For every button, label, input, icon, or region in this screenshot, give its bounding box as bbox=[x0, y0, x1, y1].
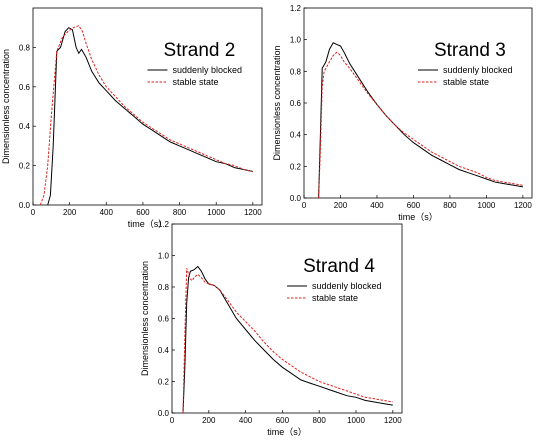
strand-4-legend-label-0: suddenly blocked bbox=[312, 281, 382, 291]
strand-3-y-tick-label: 0.0 bbox=[290, 194, 302, 203]
strand-2-x-tick-label: 0 bbox=[31, 208, 36, 217]
strand-2-x-tick-label: 600 bbox=[136, 208, 150, 217]
strand-3-x-tick-label: 1200 bbox=[514, 201, 532, 210]
strand-3-y-tick-label: 1.0 bbox=[290, 36, 302, 45]
strand-4-x-tick-label: 600 bbox=[276, 416, 290, 425]
strand-2-y-axis-label: Dimensionless concentration bbox=[1, 49, 11, 164]
strand-2-x-tick-label: 800 bbox=[173, 208, 187, 217]
strand-3-y-tick-label: 1.2 bbox=[290, 4, 302, 13]
strand-3-x-axis-label: time（s） bbox=[398, 212, 438, 222]
strand-4-y-tick-label: 0.4 bbox=[158, 346, 170, 355]
strand-3-x-tick-label: 400 bbox=[370, 201, 384, 210]
strand-3-chart-title: Strand 3 bbox=[434, 40, 506, 61]
strand-3-x-tick-label: 800 bbox=[443, 201, 457, 210]
strand-2-legend-label-1: stable state bbox=[173, 77, 219, 87]
strand-3-y-tick-label: 0.6 bbox=[290, 99, 302, 108]
strand-3-y-tick-label: 0.4 bbox=[290, 131, 302, 140]
strand-4-x-tick-label: 400 bbox=[239, 416, 253, 425]
strand-3-x-tick-label: 600 bbox=[407, 201, 421, 210]
strand-4-x-tick-label: 1000 bbox=[347, 416, 365, 425]
strand-4-y-tick-label: 0.0 bbox=[158, 409, 170, 418]
strand-2-x-tick-label: 400 bbox=[100, 208, 114, 217]
strand-2-y-tick-label: 0.8 bbox=[19, 43, 31, 52]
strand-4-x-tick-label: 200 bbox=[202, 416, 216, 425]
strand-2-y-tick-label: 0.4 bbox=[19, 122, 31, 131]
strand-3-x-tick-label: 1000 bbox=[478, 201, 496, 210]
strand-4-x-axis-label: time（s） bbox=[267, 427, 307, 437]
strand-2-plot-frame bbox=[32, 7, 263, 206]
strand-3-y-tick-label: 0.8 bbox=[290, 67, 302, 76]
strand-4-x-tick-label: 1200 bbox=[384, 416, 402, 425]
strand-4-series-line-0 bbox=[182, 265, 393, 414]
strand-4-y-tick-label: 0.6 bbox=[158, 315, 170, 324]
strand-2-series-line-1 bbox=[39, 25, 253, 206]
strand-2-chart-title: Strand 2 bbox=[164, 40, 236, 61]
strand-4-x-tick-label: 800 bbox=[313, 416, 327, 425]
strand-2-x-tick-label: 200 bbox=[63, 208, 77, 217]
strand-4-plot-frame bbox=[171, 223, 403, 414]
strand-4-y-tick-label: 1.0 bbox=[158, 252, 170, 261]
strand-3-legend-label-0: suddenly blocked bbox=[443, 65, 513, 75]
strand-4-y-tick-label: 1.2 bbox=[158, 220, 170, 229]
strand-4-y-axis-label: Dimensionless concentration bbox=[140, 261, 150, 376]
strand-4-y-tick-label: 0.8 bbox=[158, 283, 170, 292]
strand-3-legend-label-1: stable state bbox=[443, 77, 489, 87]
strand-3-series-line-1 bbox=[318, 51, 523, 199]
strand-2-y-tick-label: 0.6 bbox=[19, 83, 31, 92]
strand-4-x-tick-label: 0 bbox=[170, 416, 175, 425]
strand-2-legend-label-0: suddenly blocked bbox=[173, 65, 243, 75]
strand-4-chart-title: Strand 4 bbox=[303, 256, 375, 277]
strand-4-legend-label-1: stable state bbox=[312, 293, 358, 303]
strand-3-y-tick-label: 0.2 bbox=[290, 162, 302, 171]
strand-3-plot-frame bbox=[303, 7, 533, 199]
strand-2-y-tick-label: 0.2 bbox=[19, 162, 31, 171]
strand-3-y-axis-label: Dimensionless concentration bbox=[272, 45, 282, 160]
strand-3-x-tick-label: 0 bbox=[302, 201, 307, 210]
strand-2-x-tick-label: 1200 bbox=[244, 208, 262, 217]
strand-2-x-tick-label: 1000 bbox=[207, 208, 225, 217]
strand-2-y-tick-label: 0.0 bbox=[19, 201, 31, 210]
strand-3-x-tick-label: 200 bbox=[334, 201, 348, 210]
strand-2-series-line-0 bbox=[47, 27, 253, 206]
strand-2-x-axis-label: time（s） bbox=[128, 219, 168, 229]
strand-4-y-tick-label: 0.2 bbox=[158, 378, 170, 387]
